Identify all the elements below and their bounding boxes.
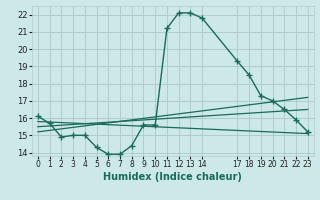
X-axis label: Humidex (Indice chaleur): Humidex (Indice chaleur) — [103, 172, 242, 182]
